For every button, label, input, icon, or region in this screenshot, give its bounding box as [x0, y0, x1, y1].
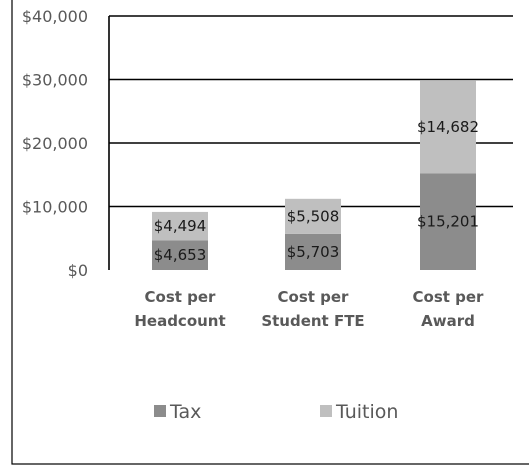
legend-swatch-tuition: [320, 405, 332, 417]
legend: Tax Tuition: [154, 401, 398, 423]
data-label-tax: $4,653: [154, 246, 207, 264]
data-label-tuition: $4,494: [154, 217, 207, 235]
y-tick-label: $30,000: [22, 71, 88, 90]
legend-label-tax: Tax: [169, 401, 201, 423]
category-label: Cost per: [413, 288, 485, 306]
y-tick-label: $0: [68, 261, 88, 280]
category-label: Cost per: [278, 288, 350, 306]
y-tick-label: $10,000: [22, 198, 88, 217]
bars: [152, 80, 476, 270]
data-label-tuition: $14,682: [417, 118, 479, 136]
data-label-tax: $15,201: [417, 213, 479, 231]
x-axis-categories: Cost per Headcount Cost per Student FTE Cost…: [134, 288, 484, 330]
category-label: Award: [421, 312, 475, 330]
category-label: Student FTE: [261, 312, 364, 330]
category-label: Headcount: [134, 312, 225, 330]
legend-swatch-tax: [154, 405, 166, 417]
category-label: Cost per: [145, 288, 217, 306]
data-label-tuition: $5,508: [287, 207, 340, 225]
y-tick-label: $40,000: [22, 7, 88, 26]
data-label-tax: $5,703: [287, 243, 340, 261]
y-tick-label: $20,000: [22, 134, 88, 153]
y-axis-ticks: $0 $10,000 $20,000 $30,000 $40,000: [22, 7, 88, 280]
legend-label-tuition: Tuition: [335, 401, 398, 423]
